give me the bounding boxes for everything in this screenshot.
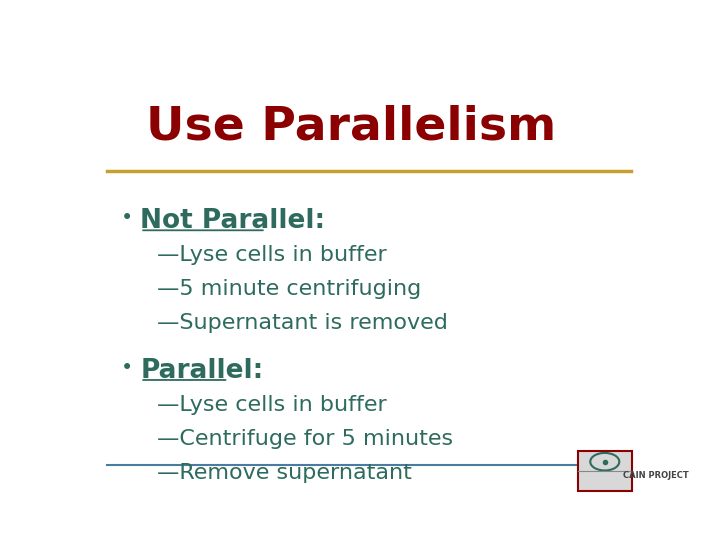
Text: —Centrifuge for 5 minutes: —Centrifuge for 5 minutes [157,429,453,449]
Text: CAIN PROJECT: CAIN PROJECT [624,471,689,480]
Text: —Lyse cells in buffer: —Lyse cells in buffer [157,245,387,265]
Text: —5 minute centrifuging: —5 minute centrifuging [157,279,421,299]
Text: Use Parallelism: Use Parallelism [145,104,556,149]
Text: —Remove supernatant: —Remove supernatant [157,463,412,483]
Text: •: • [121,358,133,378]
Text: —Supernatant is removed: —Supernatant is removed [157,313,448,333]
Text: Parallel:: Parallel: [140,358,264,384]
Text: Not Parallel:: Not Parallel: [140,208,325,234]
Text: •: • [121,208,133,228]
FancyBboxPatch shape [578,451,631,491]
Text: —Lyse cells in buffer: —Lyse cells in buffer [157,395,387,415]
